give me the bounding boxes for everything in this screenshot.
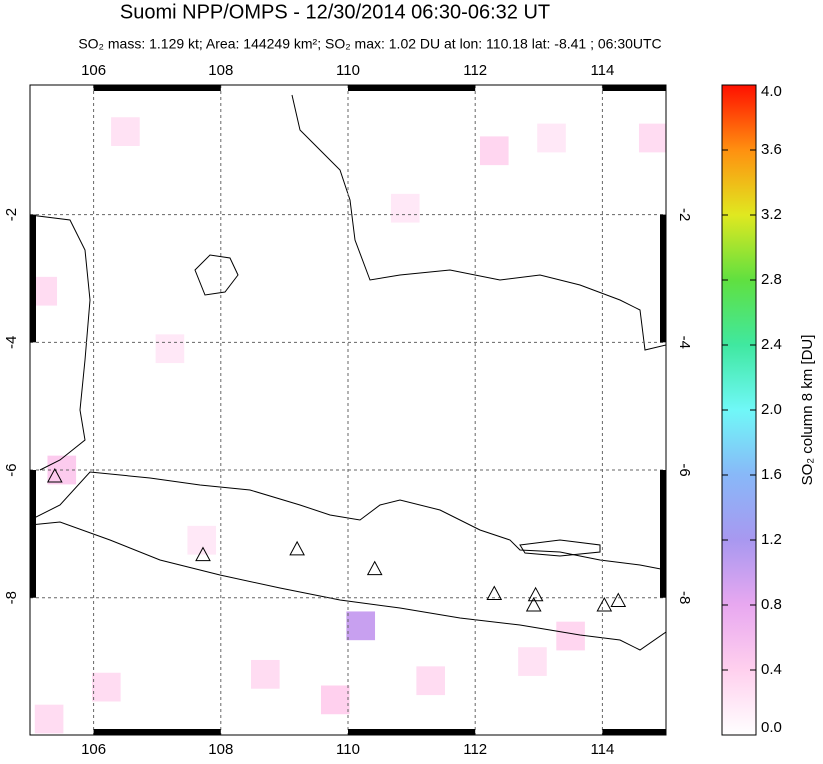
- y-tick-label: -2: [3, 208, 20, 221]
- y-tick-label: -2: [676, 208, 693, 221]
- coastline-borneo: [291, 94, 666, 351]
- so2-cell: [537, 123, 566, 153]
- so2-cell: [320, 685, 350, 715]
- so2-cell: [638, 123, 666, 153]
- y-tick-label: -8: [676, 591, 693, 604]
- frame-bar: [93, 85, 221, 91]
- axes: 106 106 108 108 110 110 112 112 114 114 -2 -2 -4 -4 -6…: [3, 62, 693, 758]
- so2-cell: [479, 136, 509, 166]
- colorbar-tick-label: 0.0: [761, 719, 782, 736]
- x-tick-label: 110: [336, 62, 360, 79]
- so2-cell: [155, 334, 185, 364]
- colorbar-tick-label: 4.0: [761, 83, 782, 100]
- frame-bar: [30, 470, 36, 598]
- so2-cell: [92, 672, 121, 702]
- colorbar-tick-label: 1.2: [761, 531, 782, 548]
- frame-bar: [660, 214, 666, 343]
- x-tick-label: 108: [208, 741, 233, 758]
- volcanoes: [46, 467, 627, 612]
- y-tick-label: -6: [676, 463, 693, 476]
- colorbar-axis: 0.0 0.4 0.8 1.2 1.6 2.0 2.4 2.8 3.2 3.6 4.0: [722, 83, 782, 736]
- colorbar-tick-label: 0.8: [761, 596, 782, 613]
- so2-cell: [111, 117, 140, 146]
- x-tick-label: 108: [208, 62, 233, 79]
- colorbar-tick-label: 2.0: [761, 401, 782, 418]
- x-tick-label: 106: [81, 741, 106, 758]
- volcano-marker: [610, 592, 627, 608]
- x-tick-label: 112: [463, 62, 487, 79]
- colorbar-label: SO₂ column 8 km [DU]: [799, 335, 816, 486]
- coastline-belitung: [194, 254, 239, 296]
- grid: [30, 85, 666, 735]
- frame-bar: [348, 85, 476, 91]
- colorbar-tick-label: 2.4: [761, 336, 782, 353]
- frame-bar: [30, 214, 36, 343]
- chart-title: Suomi NPP/OMPS - 12/30/2014 06:30-06:32 …: [120, 1, 550, 23]
- volcano-marker: [195, 546, 211, 562]
- volcano-marker: [289, 540, 305, 556]
- so2-cell: [390, 193, 420, 223]
- colorbar-tick-label: 0.4: [761, 661, 782, 678]
- colorbar-tick-label: 1.6: [761, 466, 782, 483]
- x-tick-label: 112: [463, 741, 487, 758]
- frame-bar: [348, 729, 476, 735]
- chart-subtitle: SO₂ mass: 1.129 kt; Area: 144249 km²; SO…: [78, 36, 661, 52]
- so2-cell: [34, 704, 64, 734]
- so2-cell: [416, 666, 445, 696]
- coastline-java-south: [30, 521, 666, 651]
- x-tick-label: 114: [590, 741, 614, 758]
- volcano-marker: [46, 467, 63, 483]
- y-tick-label: -4: [3, 336, 20, 349]
- colorbar-tick-label: 3.2: [761, 206, 782, 223]
- colorbar-tick-label: 3.6: [761, 141, 782, 158]
- so2-cell: [251, 659, 280, 689]
- coastline-java-north: [30, 471, 666, 571]
- x-tick-label: 114: [590, 62, 614, 79]
- so2-layer: [30, 117, 666, 734]
- volcano-marker: [366, 560, 383, 576]
- frame-bar: [602, 729, 666, 735]
- coastline-sumatra: [30, 214, 91, 471]
- so2-cell: [346, 611, 376, 641]
- colorbar-tick-label: 2.8: [761, 271, 782, 288]
- frame-bar: [602, 85, 666, 91]
- y-tick-label: -8: [3, 591, 20, 604]
- coastline-madura: [519, 539, 601, 557]
- y-tick-label: -6: [3, 463, 20, 476]
- volcano-marker: [525, 596, 542, 612]
- frame-bar: [660, 470, 666, 598]
- so2-cell: [556, 621, 585, 651]
- x-tick-label: 110: [336, 741, 360, 758]
- x-tick-label: 106: [81, 62, 106, 79]
- volcano-marker: [596, 596, 613, 612]
- volcano-marker: [486, 585, 503, 601]
- frame-bar: [93, 729, 221, 735]
- y-tick-label: -4: [676, 336, 693, 349]
- so2-cell: [518, 647, 547, 676]
- coastlines: [30, 94, 666, 651]
